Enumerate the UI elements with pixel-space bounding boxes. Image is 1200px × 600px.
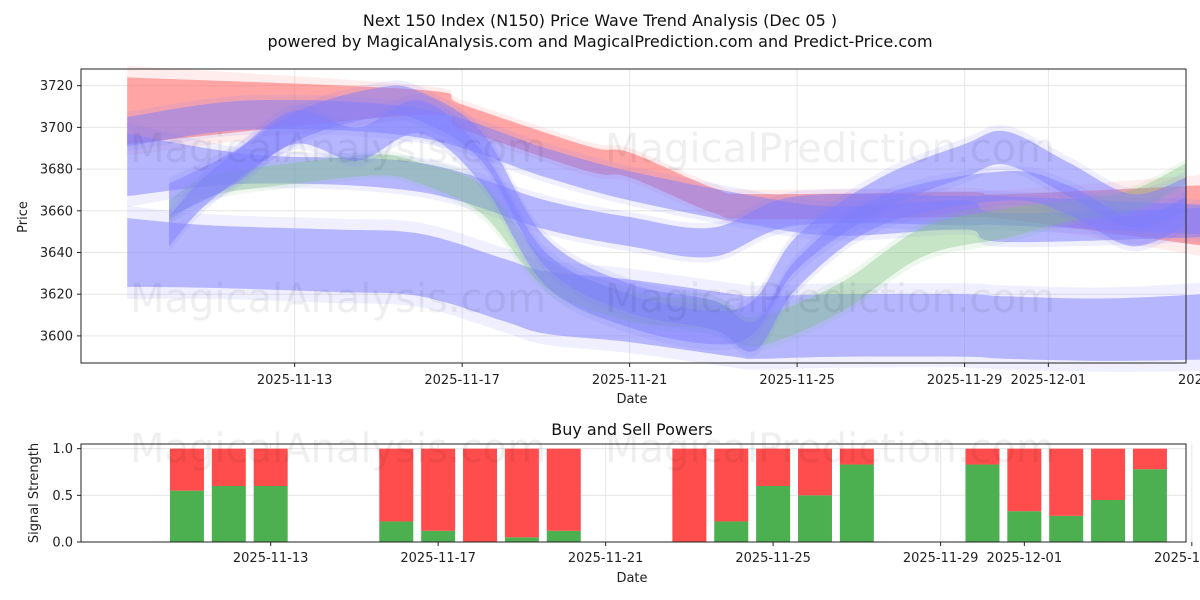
figure-title-line2: powered by MagicalAnalysis.com and Magic…	[267, 32, 932, 51]
sell-power-bar	[421, 448, 456, 531]
power-x-ticks: 2025-11-13 2025-11-17 2025-11-21 2025-11-25…	[233, 542, 1200, 566]
wave-band-halo-blue-5	[169, 80, 1187, 357]
price-xtick-label: 2025-12-01	[1011, 373, 1087, 388]
buy-power-bar	[253, 486, 288, 542]
figure-title-line1: Next 150 Index (N150) Price Wave Trend A…	[363, 11, 837, 30]
power-ytick-label: 1.0	[52, 442, 73, 457]
power-y-axis-label: Signal Strength	[27, 443, 42, 543]
power-xtick-label: 2025-11-13	[233, 551, 309, 566]
watermark-prediction-bottom: MagicalPrediction.com	[605, 426, 1055, 472]
watermark-analysis-mid: MagicalAnalysis.com	[130, 276, 546, 322]
price-wave-bands	[127, 65, 1200, 372]
sell-power-bar	[672, 448, 707, 542]
price-x-axis-label: Date	[616, 392, 647, 407]
price-ytick-label: 3700	[40, 121, 73, 136]
price-chart-frame	[80, 68, 1187, 364]
power-xtick-label: 2025-12-05	[1154, 551, 1200, 566]
power-chart-title: Buy and Sell Powers	[551, 420, 713, 439]
power-y-ticks: 0.0 0.5 1.0	[52, 442, 81, 551]
price-xtick-label: 2025-11-13	[257, 373, 333, 388]
buy-power-bar	[797, 495, 832, 542]
price-chart: MagicalAnalysis.com MagicalPrediction.co…	[16, 65, 1200, 407]
power-ytick-label: 0.0	[52, 536, 73, 551]
price-xtick-label: 2025-11-21	[592, 373, 668, 388]
sell-power-bar	[211, 448, 246, 486]
wave-band-blue-6	[169, 99, 1187, 345]
sell-power-bar	[756, 448, 791, 486]
wave-band-halo-blue-6	[169, 94, 1187, 351]
buy-power-bar	[714, 521, 749, 542]
sell-power-bar	[463, 448, 498, 542]
price-xtick-label: 2025-11-17	[424, 373, 500, 388]
sell-power-bar	[1132, 448, 1167, 470]
price-y-axis-label: Price	[16, 201, 31, 233]
wave-band-halo-blue-3	[127, 122, 1200, 263]
power-xtick-label: 2025-11-25	[735, 551, 811, 566]
sell-power-bar	[546, 448, 581, 531]
watermark-analysis-bottom: MagicalAnalysis.com	[130, 426, 546, 472]
price-xtick-label: 2025-11-29	[927, 373, 1003, 388]
watermark-analysis-top: MagicalAnalysis.com	[130, 126, 546, 172]
buy-power-bar	[1007, 511, 1042, 542]
power-xtick-label: 2025-11-29	[903, 551, 979, 566]
power-xtick-label: 2025-11-21	[568, 551, 644, 566]
price-ytick-label: 3640	[40, 246, 73, 261]
power-chart: Buy and Sell Powers MagicalAnalysis.com …	[27, 420, 1200, 586]
watermark-prediction-mid: MagicalPrediction.com	[605, 276, 1055, 322]
sell-power-bar	[1091, 448, 1126, 500]
buy-power-bar	[1049, 515, 1084, 542]
wave-band-blue-1	[127, 218, 1200, 361]
buy-power-bar	[546, 530, 581, 542]
buy-power-bar	[965, 464, 1000, 542]
power-x-axis-label: Date	[616, 571, 647, 586]
buy-power-bar	[504, 537, 539, 542]
power-xtick-label: 2025-11-17	[400, 551, 476, 566]
buy-power-bar	[756, 486, 791, 542]
power-bars	[169, 448, 1167, 542]
power-ytick-label: 0.5	[52, 489, 73, 504]
buy-power-bar	[421, 530, 456, 542]
wave-band-blue-3	[127, 133, 1200, 258]
price-y-ticks: 3600 3620 3640 3660 3680 3700 3720	[40, 79, 81, 344]
price-ytick-label: 3680	[40, 163, 73, 178]
sell-power-bar	[965, 448, 1000, 465]
watermark-prediction-top: MagicalPrediction.com	[605, 126, 1055, 172]
buy-power-bar	[1132, 469, 1167, 542]
sell-power-bar	[379, 448, 414, 522]
power-chart-frame	[80, 443, 1187, 543]
buy-power-bar	[379, 521, 414, 542]
power-xtick-label: 2025-12-01	[987, 551, 1063, 566]
price-ytick-label: 3600	[40, 329, 73, 344]
sell-power-bar	[169, 448, 204, 491]
price-xtick-label: 2025-12-05	[1178, 373, 1200, 388]
wave-band-blue-5	[169, 85, 1187, 352]
sell-power-bar	[1049, 448, 1084, 516]
sell-power-bar	[839, 448, 874, 465]
sell-power-bar	[714, 448, 749, 522]
sell-power-bar	[797, 448, 832, 496]
sell-power-bar	[1007, 448, 1042, 512]
price-ytick-label: 3620	[40, 288, 73, 303]
sell-power-bar	[504, 448, 539, 538]
buy-power-bar	[211, 486, 246, 542]
buy-power-bar	[839, 464, 874, 542]
wave-band-halo-blue-1	[127, 206, 1200, 372]
price-ytick-label: 3720	[40, 79, 73, 94]
price-ytick-label: 3660	[40, 204, 73, 219]
sell-power-bar	[253, 448, 288, 486]
buy-power-bar	[169, 490, 204, 542]
price-xtick-label: 2025-11-25	[759, 373, 835, 388]
price-x-ticks: 2025-11-13 2025-11-17 2025-11-21 2025-11-25…	[257, 363, 1200, 388]
buy-power-bar	[1091, 500, 1126, 542]
